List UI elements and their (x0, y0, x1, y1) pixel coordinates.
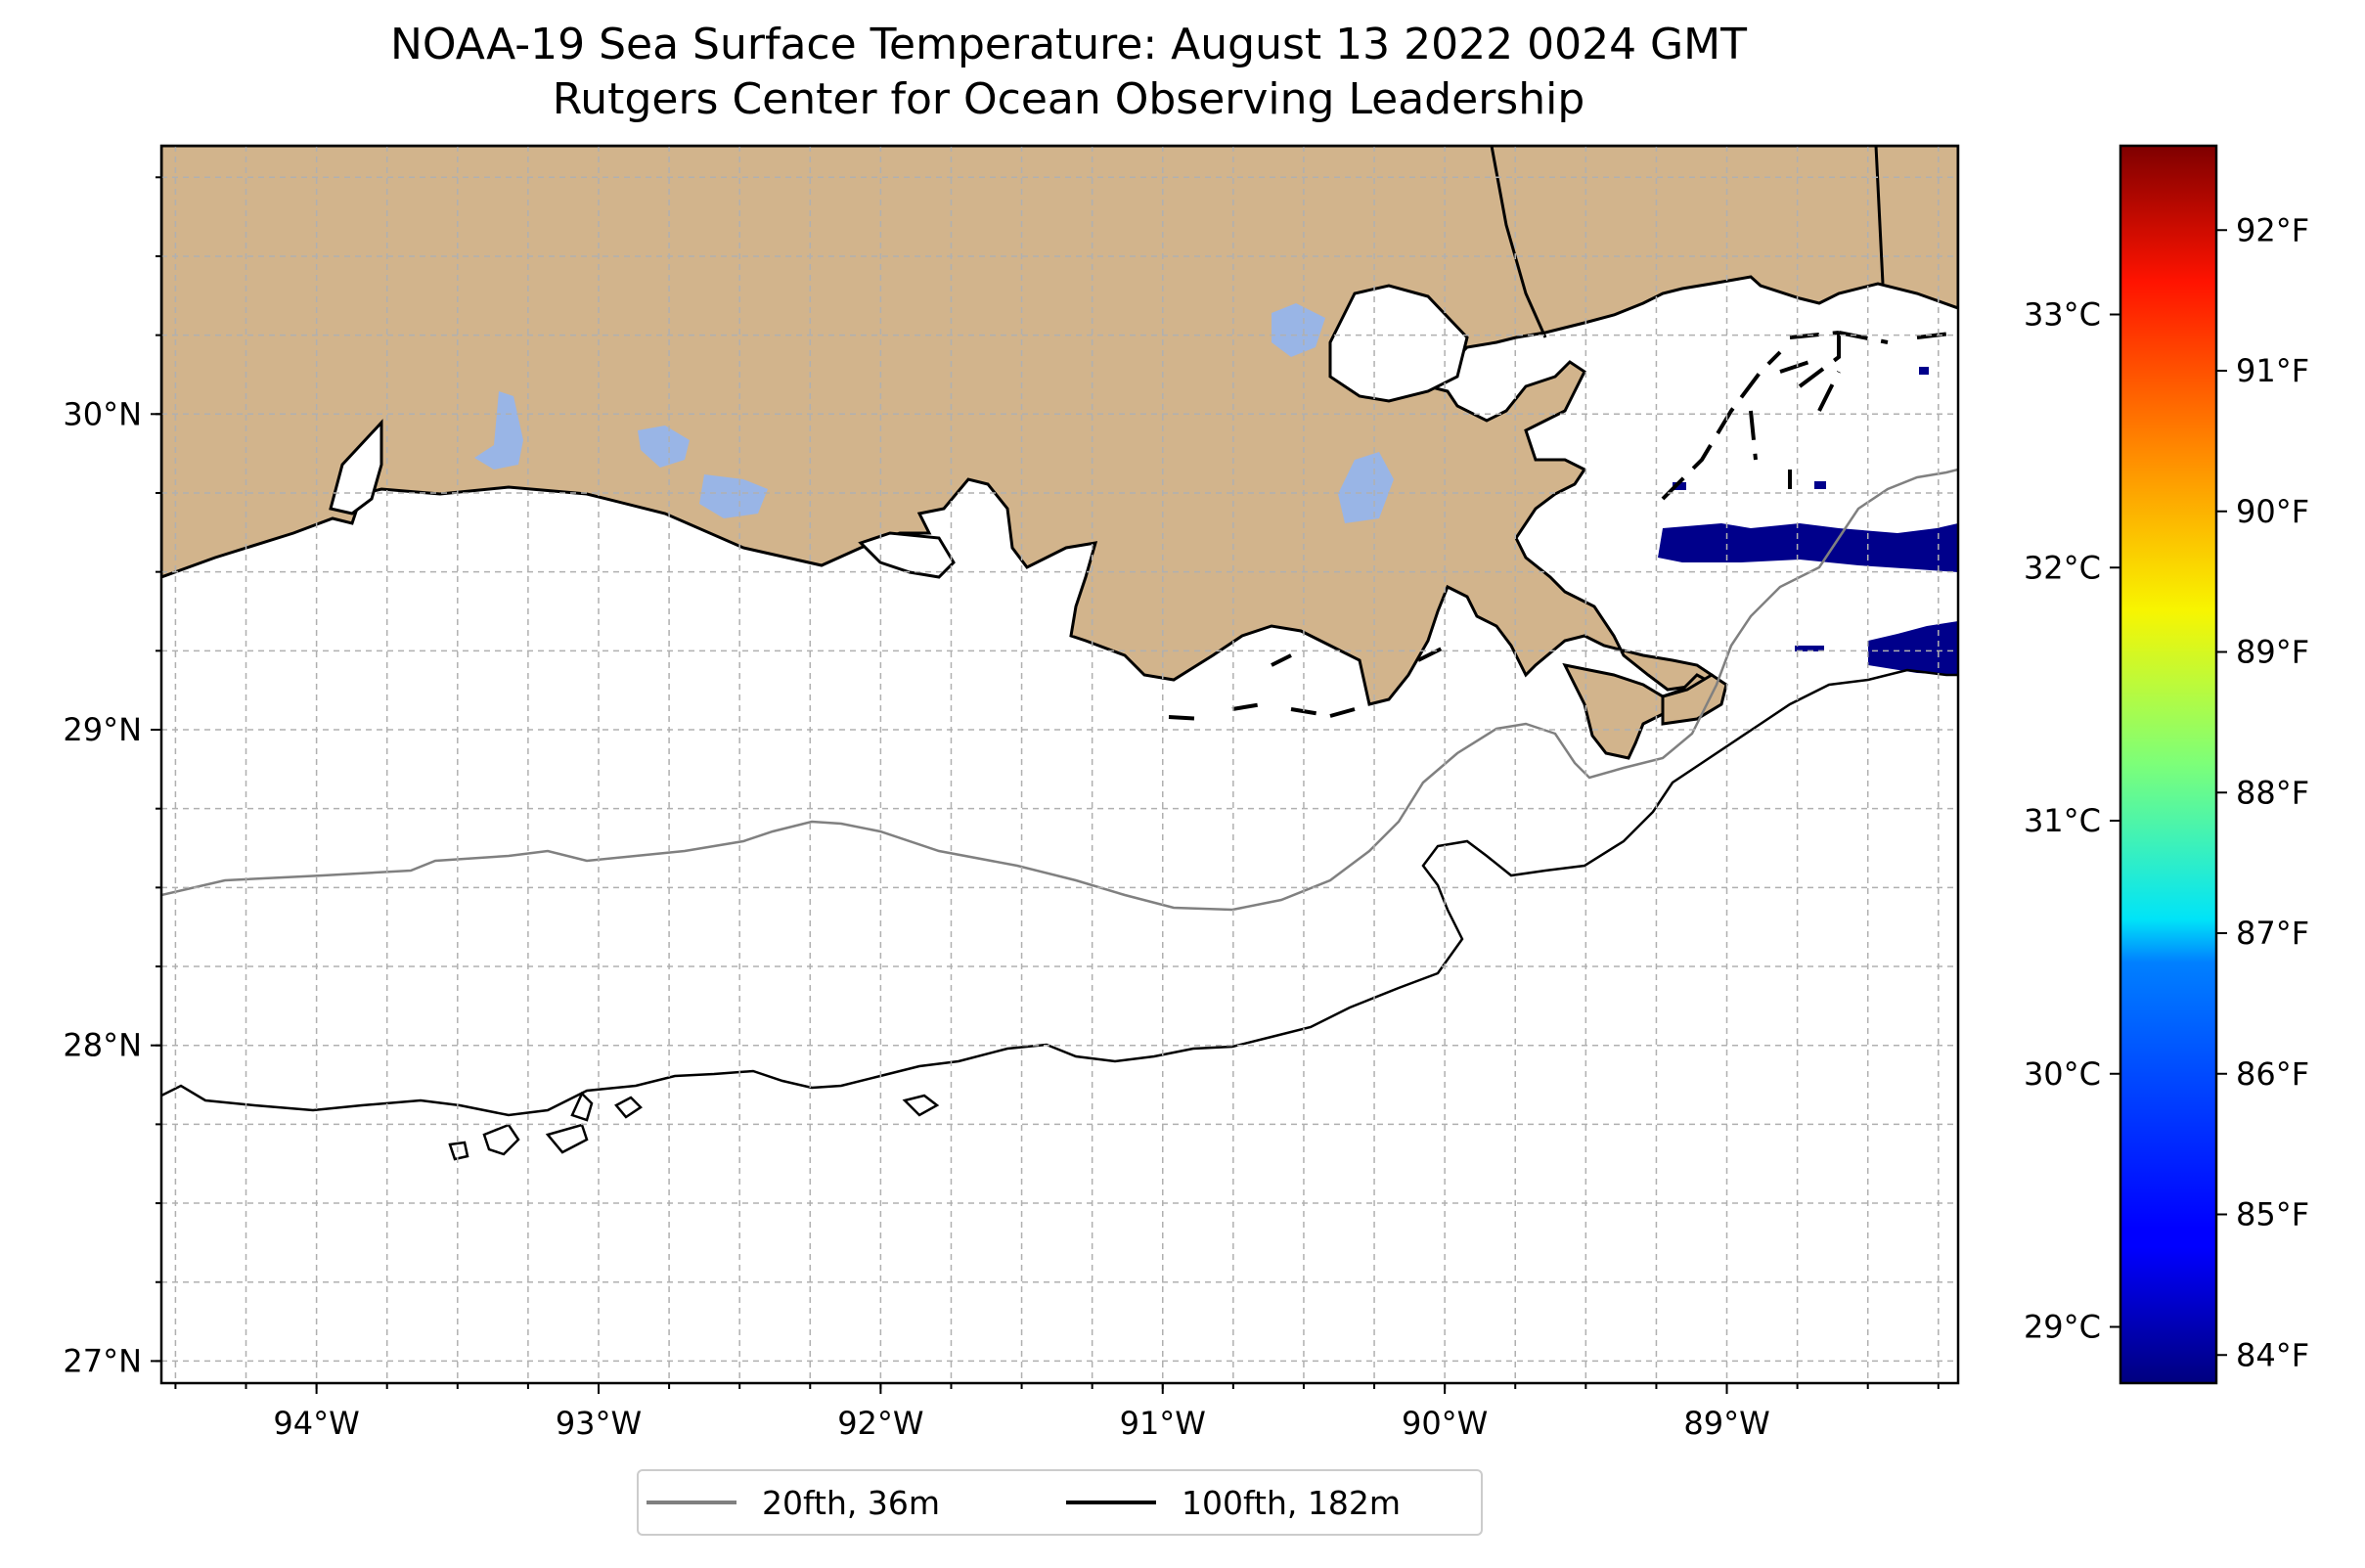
contour-20fth (161, 468, 1958, 912)
legend-item-100fth: 100fth, 182m (1066, 1471, 1401, 1534)
state-border (1490, 146, 1885, 338)
y-tick-label: 30°N (63, 395, 142, 432)
legend-item-20fth: 20fth, 36m (647, 1471, 940, 1534)
colorbar-label-c: 32°C (2024, 549, 2101, 586)
sst-speck-1 (1673, 482, 1686, 490)
contour-legend: 20fth, 36m 100fth, 182m (637, 1469, 1483, 1536)
lake-arthur (638, 426, 690, 468)
colorbar-label-f: 88°F (2236, 774, 2309, 811)
colorbar-label-f: 92°F (2236, 211, 2309, 248)
sst-speck-2 (1814, 481, 1826, 489)
map-gridlines (161, 146, 1958, 1383)
colorbar-label-c: 31°C (2024, 802, 2101, 839)
colorbar-label-c: 29°C (2024, 1309, 2101, 1346)
map-axes: 94°W 93°W 92°W 91°W 90°W 89°W 30°N 29°N 28°N 27°N (63, 176, 1940, 1442)
contour-100fth-islet-6 (902, 1094, 940, 1117)
lake-pontchartrain (1328, 284, 1469, 403)
land-louisiana (161, 146, 1958, 706)
map-frame (159, 144, 1960, 1385)
legend-label-100fth: 100fth, 182m (1182, 1483, 1401, 1522)
sst-patch-south (1868, 621, 1958, 675)
map-title: NOAA-19 Sea Surface Temperature: August … (390, 20, 1747, 69)
lake-sabine (474, 391, 523, 470)
legend-line-100fth (1066, 1501, 1156, 1504)
x-tick-label: 92°W (837, 1405, 923, 1442)
x-tick-label: 94°W (273, 1405, 359, 1442)
x-tick-label: 91°W (1120, 1405, 1206, 1442)
contour-100fth-islet-1 (570, 1091, 594, 1122)
y-tick-label: 27°N (63, 1342, 142, 1379)
sst-speck-4 (1795, 646, 1824, 651)
legend-label-20fth: 20fth, 36m (762, 1483, 940, 1522)
colorbar-label-f: 85°F (2236, 1196, 2309, 1233)
land-delta-birdsfoot (1661, 673, 1728, 726)
legend-line-20fth (647, 1501, 736, 1504)
colorbar-label-f: 86°F (2236, 1055, 2309, 1093)
y-tick-label: 28°N (63, 1027, 142, 1064)
contour-dashes-coast (1168, 644, 1449, 721)
map-area (161, 146, 1958, 1383)
colorbar-label-c: 33°C (2024, 296, 2101, 334)
x-tick-label: 93°W (556, 1405, 642, 1442)
colorbar-label-f: 87°F (2236, 915, 2309, 952)
colorbar (2119, 144, 2218, 1385)
contour-100fth-islet-2 (614, 1096, 643, 1119)
contour-100fth-islet-4 (545, 1123, 589, 1154)
colorbar-label-f: 91°F (2236, 352, 2309, 389)
x-tick-label: 90°W (1402, 1405, 1488, 1442)
colorbar-ticks: 84°F 85°F 86°F 87°F 88°F 89°F 90°F 91°F 92°F 29°C… (2024, 211, 2309, 1373)
sst-speck-3 (1919, 367, 1929, 375)
map-subtitle: Rutgers Center for Ocean Observing Leade… (552, 74, 1585, 124)
colorbar-label-c: 30°C (2024, 1055, 2101, 1093)
y-tick-label: 29°N (63, 711, 142, 748)
contour-100fth (161, 668, 1958, 1117)
lake-maurepas (1272, 303, 1325, 357)
contour-100fth-islet-3 (482, 1123, 520, 1156)
contour-100fth-islet-5 (448, 1141, 469, 1161)
colorbar-label-f: 84°F (2236, 1336, 2309, 1373)
bay-vermilion (858, 531, 956, 579)
x-tick-label: 89°W (1683, 1405, 1769, 1442)
colorbar-label-f: 90°F (2236, 493, 2309, 530)
colorbar-label-f: 89°F (2236, 634, 2309, 671)
sst-patch-north (1658, 523, 1958, 572)
lake-salvador (1338, 452, 1394, 523)
lake-grand (699, 474, 768, 518)
lake-calcasieu (329, 419, 383, 515)
